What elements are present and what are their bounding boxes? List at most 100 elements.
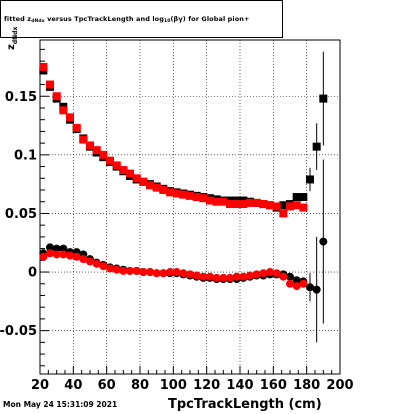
data-point: [119, 266, 128, 275]
y-axis-label: zdNdx: [6, 26, 19, 50]
data-point: [52, 244, 61, 253]
data-point: [59, 250, 68, 259]
data-point: [186, 270, 194, 279]
data-point: [172, 189, 181, 198]
data-point: [266, 268, 274, 277]
data-point: [146, 181, 154, 190]
y-tick-label: -0.05: [0, 324, 37, 339]
data-point: [279, 209, 288, 218]
data-point: [292, 201, 301, 210]
data-point: [292, 276, 301, 285]
data-point: [106, 264, 114, 273]
data-point: [306, 175, 314, 184]
data-point: [239, 272, 248, 281]
data-point: [46, 243, 54, 252]
data-point: [272, 202, 281, 211]
data-point: [152, 183, 161, 192]
data-point: [226, 273, 234, 282]
data-point: [252, 270, 261, 279]
data-point: [139, 268, 148, 277]
chart-title-box: fitted zdNdx versus TpcTrackLength and l…: [0, 0, 283, 38]
data-point: [192, 193, 201, 202]
data-point: [286, 202, 294, 211]
x-tick-label: 60: [98, 378, 116, 393]
data-point: [246, 198, 254, 207]
data-point: [112, 265, 121, 274]
data-point: [259, 269, 268, 278]
data-point: [192, 271, 201, 280]
data-point: [126, 169, 134, 178]
data-point: [152, 269, 161, 278]
data-point: [99, 262, 108, 271]
data-point: [226, 200, 234, 209]
data-point: [99, 150, 108, 159]
x-tick-label: 120: [193, 378, 220, 393]
data-point: [306, 283, 314, 292]
data-point: [179, 190, 188, 199]
data-point: [52, 250, 61, 259]
data-point: [219, 197, 228, 206]
x-tick-label: 160: [260, 378, 287, 393]
data-point: [66, 113, 74, 122]
y-tick-label: 0: [28, 266, 37, 281]
data-point: [212, 273, 221, 282]
data-point: [126, 266, 134, 275]
data-point: [46, 80, 54, 89]
data-point: [186, 191, 194, 200]
data-point: [312, 142, 321, 151]
data-point: [246, 271, 254, 280]
x-tick-label: 100: [160, 378, 187, 393]
data-point: [199, 272, 208, 281]
data-point: [92, 146, 101, 155]
data-point: [319, 94, 328, 103]
data-point: [232, 272, 241, 281]
data-point: [266, 201, 274, 210]
x-tick-label: 140: [226, 378, 253, 393]
data-point: [79, 135, 88, 144]
data-point: [52, 92, 61, 101]
data-point: [86, 141, 94, 150]
data-point: [279, 272, 288, 281]
x-tick-label: 200: [326, 378, 353, 393]
data-point: [112, 161, 121, 170]
data-point: [166, 188, 174, 197]
data-point: [299, 193, 308, 202]
data-point: [39, 62, 48, 71]
data-point: [286, 272, 294, 281]
data-point: [199, 194, 208, 203]
data-point: [172, 268, 181, 277]
y-tick-label: 0.15: [5, 90, 37, 105]
data-point: [39, 252, 48, 261]
data-point: [272, 269, 281, 278]
data-point: [72, 252, 81, 261]
chart-title: fitted zdNdx versus TpcTrackLength and l…: [4, 14, 250, 24]
data-point: [232, 200, 241, 209]
data-point: [179, 269, 188, 278]
data-point: [66, 251, 74, 260]
data-point: [239, 200, 248, 209]
data-point: [206, 196, 214, 205]
data-point: [292, 282, 301, 291]
data-point: [119, 166, 128, 175]
x-tick-label: 80: [131, 378, 149, 393]
data-point: [212, 197, 221, 206]
data-point: [259, 200, 268, 209]
data-point: [59, 106, 68, 115]
data-point: [279, 201, 288, 210]
timestamp: Mon May 24 15:31:09 2021: [3, 400, 118, 409]
data-point: [252, 198, 261, 207]
x-tick-label: 40: [64, 378, 82, 393]
x-tick-label: 180: [293, 378, 320, 393]
data-point: [139, 177, 148, 186]
data-point: [132, 266, 141, 275]
data-point: [219, 273, 228, 282]
data-point: [106, 156, 114, 165]
data-point: [159, 186, 168, 195]
data-point: [86, 257, 94, 266]
data-point: [166, 268, 174, 277]
data-point: [132, 174, 141, 183]
y-tick-label: 0.1: [14, 148, 37, 163]
data-point: [312, 285, 321, 294]
data-point: [92, 259, 101, 268]
